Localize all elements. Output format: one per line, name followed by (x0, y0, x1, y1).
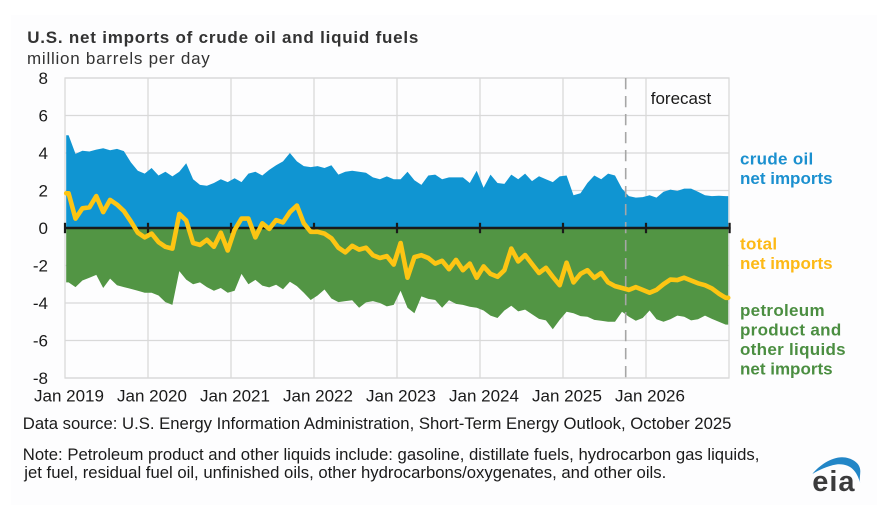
svg-text:4: 4 (39, 144, 48, 163)
svg-text:total: total (740, 235, 777, 254)
svg-text:Jan 2020: Jan 2020 (117, 387, 187, 406)
svg-text:0: 0 (39, 219, 48, 238)
svg-text:Jan 2024: Jan 2024 (449, 387, 519, 406)
svg-text:Jan 2023: Jan 2023 (366, 387, 436, 406)
svg-text:net imports: net imports (740, 169, 833, 188)
svg-text:other liquids: other liquids (740, 340, 846, 359)
svg-text:Jan 2022: Jan 2022 (283, 387, 353, 406)
svg-text:crude oil: crude oil (740, 150, 814, 169)
svg-text:Data source: U.S. Energy Infor: Data source: U.S. Energy Information Adm… (23, 414, 732, 433)
svg-text:Jan 2019: Jan 2019 (34, 387, 104, 406)
svg-text:6: 6 (39, 107, 48, 126)
svg-text:2: 2 (39, 182, 48, 201)
svg-text:8: 8 (39, 69, 48, 88)
svg-text:-2: -2 (33, 257, 48, 276)
svg-text:Note: Petroleum product and ot: Note: Petroleum product and other liquid… (23, 445, 760, 464)
svg-text:eia: eia (812, 466, 855, 498)
svg-text:product and: product and (740, 320, 842, 339)
svg-text:-8: -8 (33, 369, 48, 388)
svg-text:million barrels per day: million barrels per day (27, 49, 211, 68)
svg-text:-4: -4 (33, 294, 48, 313)
svg-text:forecast: forecast (651, 89, 712, 108)
svg-text:Jan 2025: Jan 2025 (532, 387, 602, 406)
svg-text:Jan 2021: Jan 2021 (200, 387, 270, 406)
svg-text:Jan 2026: Jan 2026 (615, 387, 685, 406)
svg-text:net imports: net imports (740, 254, 833, 273)
svg-text:jet fuel, residual fuel oil, u: jet fuel, residual fuel oil, unfinished … (23, 463, 666, 482)
svg-text:U.S. net imports of crude oil: U.S. net imports of crude oil and liquid… (27, 28, 419, 47)
svg-text:net imports: net imports (740, 359, 833, 378)
svg-text:petroleum: petroleum (740, 301, 825, 320)
svg-text:-6: -6 (33, 332, 48, 351)
